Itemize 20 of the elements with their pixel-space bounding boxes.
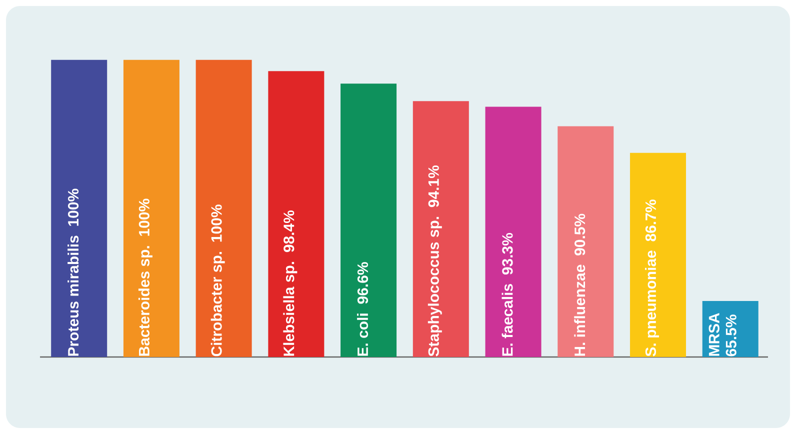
x-tick-label: MRSA: [708, 313, 720, 356]
data-label: 100%: [211, 204, 222, 242]
x-tick-label: E. faecalis: [502, 284, 513, 356]
data-label: 94.1%: [428, 165, 439, 208]
x-tick-label: Citrobacter sp.: [210, 252, 225, 356]
x-tick-label: Proteus mirabilis: [68, 236, 79, 356]
data-label: 100%: [138, 198, 150, 236]
data-label: 86.7%: [645, 200, 656, 242]
data-label: 65.5%: [726, 314, 736, 356]
data-label: 96.6%: [357, 262, 368, 304]
data-label: 90.5%: [574, 214, 586, 256]
data-label: 100%: [68, 188, 79, 226]
x-tick-label: Bacteroides sp.: [138, 246, 152, 356]
x-tick-label: Staphylococcus sp.: [428, 216, 442, 356]
x-tick-label: E. coli: [357, 314, 368, 356]
x-tick-label: H. influenzae: [574, 264, 586, 356]
x-tick-label: Klebsiella sp.: [283, 262, 298, 356]
data-label: 98.4%: [284, 210, 294, 252]
x-tick-label: S. pneumoniae: [645, 250, 659, 356]
data-label: 93.3%: [502, 232, 513, 275]
